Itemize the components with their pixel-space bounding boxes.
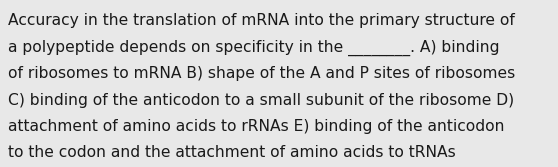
- Text: attachment of amino acids to rRNAs E) binding of the anticodon: attachment of amino acids to rRNAs E) bi…: [8, 119, 505, 134]
- Text: Accuracy in the translation of mRNA into the primary structure of: Accuracy in the translation of mRNA into…: [8, 13, 515, 28]
- Text: of ribosomes to mRNA B) shape of the A and P sites of ribosomes: of ribosomes to mRNA B) shape of the A a…: [8, 66, 516, 81]
- Text: to the codon and the attachment of amino acids to tRNAs: to the codon and the attachment of amino…: [8, 145, 456, 160]
- Text: a polypeptide depends on specificity in the ________. A) binding: a polypeptide depends on specificity in …: [8, 40, 500, 56]
- Text: C) binding of the anticodon to a small subunit of the ribosome D): C) binding of the anticodon to a small s…: [8, 93, 514, 108]
